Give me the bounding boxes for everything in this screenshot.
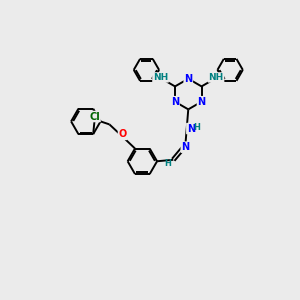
Text: N: N [181, 142, 189, 152]
Text: O: O [118, 129, 127, 140]
Text: H: H [194, 123, 200, 132]
Text: Cl: Cl [89, 112, 100, 122]
Text: N: N [187, 124, 195, 134]
Text: H: H [164, 159, 171, 168]
Text: N: N [197, 97, 206, 107]
Text: NH: NH [208, 73, 224, 82]
Text: NH: NH [153, 73, 168, 82]
Text: N: N [184, 74, 192, 84]
Text: N: N [171, 97, 179, 107]
